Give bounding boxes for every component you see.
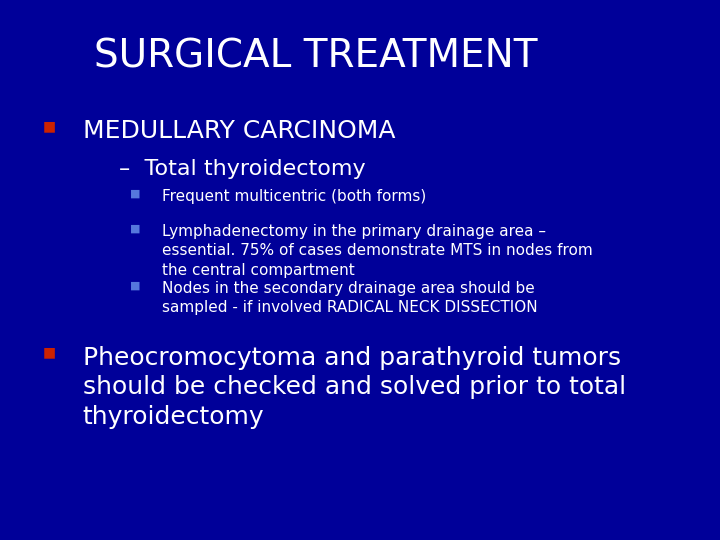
Text: Frequent multicentric (both forms): Frequent multicentric (both forms) bbox=[162, 189, 426, 204]
Text: ■: ■ bbox=[43, 346, 56, 360]
Text: ■: ■ bbox=[130, 189, 140, 199]
Text: Pheocromocytoma and parathyroid tumors
should be checked and solved prior to tot: Pheocromocytoma and parathyroid tumors s… bbox=[83, 346, 626, 429]
Text: –  Total thyroidectomy: – Total thyroidectomy bbox=[119, 159, 366, 179]
Text: ■: ■ bbox=[130, 224, 140, 234]
Text: Nodes in the secondary drainage area should be
sampled - if involved RADICAL NEC: Nodes in the secondary drainage area sho… bbox=[162, 281, 538, 315]
Text: SURGICAL TREATMENT: SURGICAL TREATMENT bbox=[94, 38, 537, 76]
Text: ■: ■ bbox=[130, 281, 140, 291]
Text: Lymphadenectomy in the primary drainage area –
essential. 75% of cases demonstra: Lymphadenectomy in the primary drainage … bbox=[162, 224, 593, 278]
Text: MEDULLARY CARCINOMA: MEDULLARY CARCINOMA bbox=[83, 119, 395, 143]
Text: ■: ■ bbox=[43, 119, 56, 133]
